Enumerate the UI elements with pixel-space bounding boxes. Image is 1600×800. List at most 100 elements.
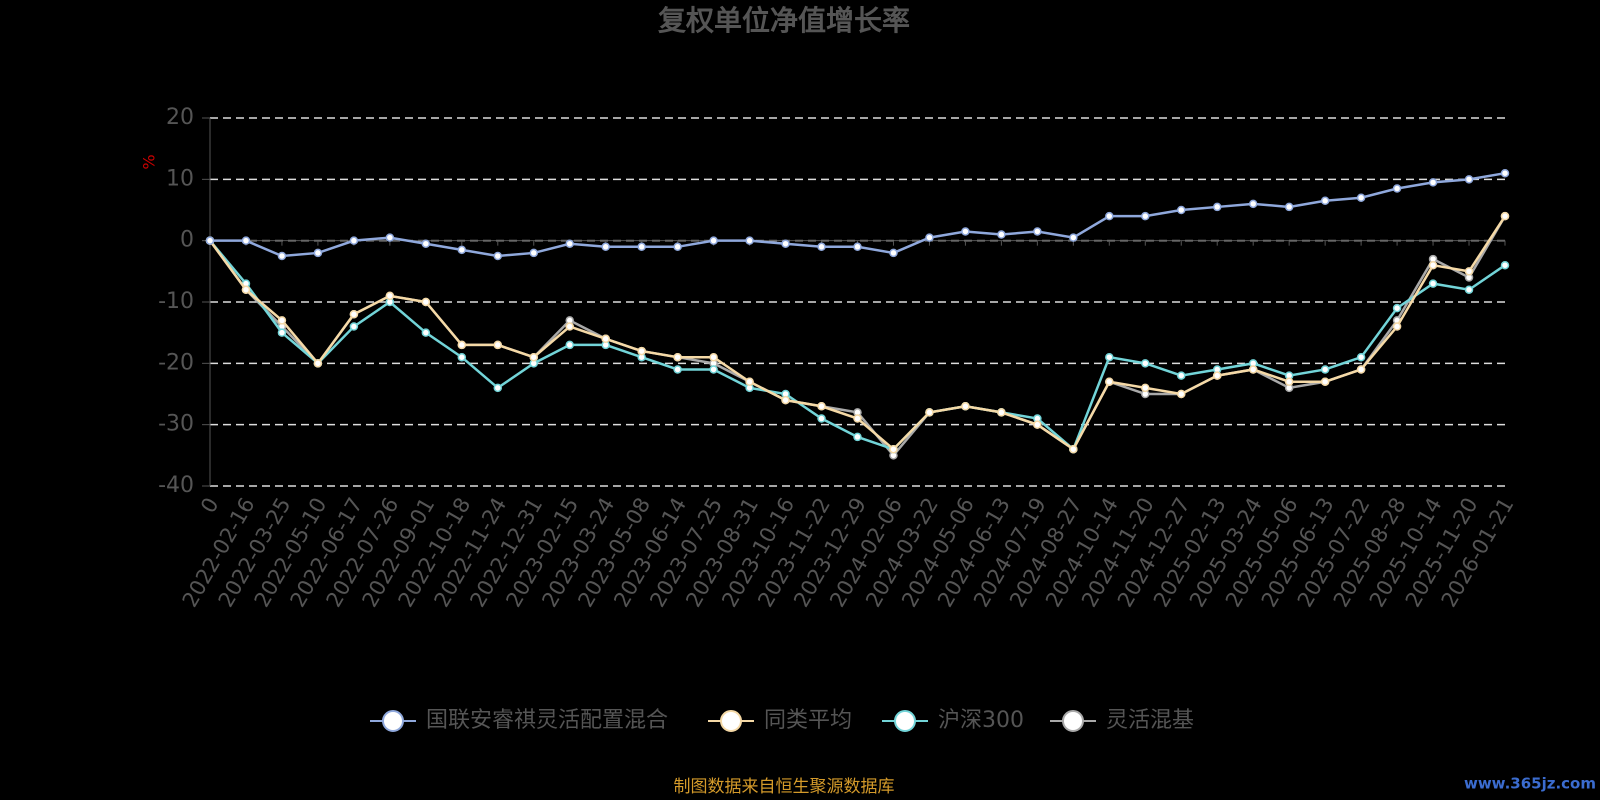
- y-axis-label: %: [140, 154, 159, 169]
- data-point: [745, 377, 754, 386]
- data-point: [709, 365, 718, 374]
- data-point: [565, 322, 574, 331]
- data-point: [349, 236, 359, 245]
- data-point: [421, 239, 431, 248]
- data-point: [709, 352, 718, 362]
- data-point: [1212, 371, 1222, 380]
- data-point: [565, 239, 574, 248]
- data-point: [817, 242, 826, 252]
- data-point: [385, 291, 395, 301]
- data-point: [529, 352, 538, 362]
- data-point: [1428, 260, 1438, 270]
- data-point: [601, 242, 610, 252]
- data-point: [493, 340, 503, 350]
- data-point: [1392, 322, 1402, 331]
- data-point: [601, 334, 610, 344]
- data-point: [961, 227, 970, 236]
- data-point: [1356, 352, 1366, 362]
- data-point: [781, 395, 790, 405]
- data-point: [1356, 193, 1366, 202]
- data-point: [961, 402, 970, 411]
- data-point: [1284, 202, 1294, 212]
- data-point: [313, 359, 323, 368]
- data-point: [385, 233, 395, 242]
- data-point: [529, 248, 538, 258]
- chart-title: 复权单位净值增长率: [658, 4, 910, 37]
- y-tick-label: -30: [158, 412, 194, 437]
- data-point: [1177, 205, 1186, 215]
- data-point: [1320, 377, 1330, 386]
- data-point: [349, 310, 359, 319]
- data-point: [997, 230, 1006, 239]
- data-point: [277, 316, 287, 325]
- data-point: [745, 236, 754, 245]
- data-point: [457, 245, 467, 255]
- data-point: [457, 340, 467, 350]
- watermark: www.365jz.com: [1464, 775, 1596, 793]
- data-point: [637, 346, 646, 356]
- data-point: [421, 328, 431, 337]
- data-point: [421, 297, 431, 307]
- data-point: [817, 414, 826, 423]
- data-point: [853, 432, 862, 442]
- data-point: [1105, 211, 1114, 221]
- data-point: [241, 236, 251, 245]
- data-point: [1356, 365, 1366, 374]
- data-point: [1500, 260, 1510, 270]
- data-point: [889, 444, 898, 454]
- legend-label: 沪深300: [938, 708, 1024, 733]
- data-point: [349, 322, 359, 331]
- data-point: [1177, 389, 1186, 399]
- data-point: [1392, 303, 1402, 313]
- data-point: [1284, 377, 1294, 386]
- data-point: [709, 236, 718, 245]
- data-point: [1248, 199, 1258, 209]
- data-point: [781, 239, 790, 248]
- data-point: [1464, 267, 1474, 276]
- y-tick-label: 10: [166, 166, 194, 191]
- data-point: [1069, 233, 1078, 242]
- data-point: [1105, 352, 1114, 362]
- data-point: [1105, 377, 1114, 386]
- y-tick-label: -20: [158, 350, 194, 375]
- data-point: [853, 414, 862, 423]
- data-point: [1464, 175, 1474, 184]
- data-point: [1320, 365, 1330, 374]
- data-point: [889, 248, 898, 258]
- data-point: [493, 383, 503, 393]
- y-tick-label: 0: [180, 228, 194, 253]
- data-point: [565, 340, 574, 350]
- data-point: [457, 352, 467, 362]
- data-point: [673, 352, 682, 362]
- source-note: 制图数据来自恒生聚源数据库: [674, 777, 895, 797]
- y-tick-label: -40: [158, 473, 194, 498]
- data-point: [1248, 365, 1258, 374]
- data-point: [205, 236, 215, 245]
- data-point: [817, 402, 826, 411]
- legend-label: 同类平均: [764, 708, 852, 733]
- data-point: [277, 328, 287, 337]
- legend-marker: [1062, 710, 1084, 732]
- legend-marker: [894, 710, 916, 732]
- data-point: [241, 285, 251, 294]
- y-tick-label: -10: [158, 289, 194, 314]
- data-point: [313, 248, 323, 258]
- data-point: [1069, 444, 1078, 454]
- legend-marker: [720, 710, 742, 732]
- data-point: [1033, 227, 1042, 236]
- data-point: [637, 242, 646, 252]
- data-point: [853, 242, 862, 252]
- legend-label: 灵活混基: [1106, 708, 1194, 733]
- data-point: [1320, 196, 1330, 206]
- data-point: [1392, 184, 1402, 193]
- data-point: [997, 408, 1006, 417]
- data-point: [1177, 371, 1186, 380]
- data-point: [673, 242, 682, 252]
- data-point: [1141, 211, 1150, 221]
- data-point: [1500, 211, 1510, 221]
- data-point: [1033, 420, 1042, 429]
- data-point: [1500, 168, 1510, 178]
- legend-label: 国联安睿祺灵活配置混合: [426, 708, 668, 733]
